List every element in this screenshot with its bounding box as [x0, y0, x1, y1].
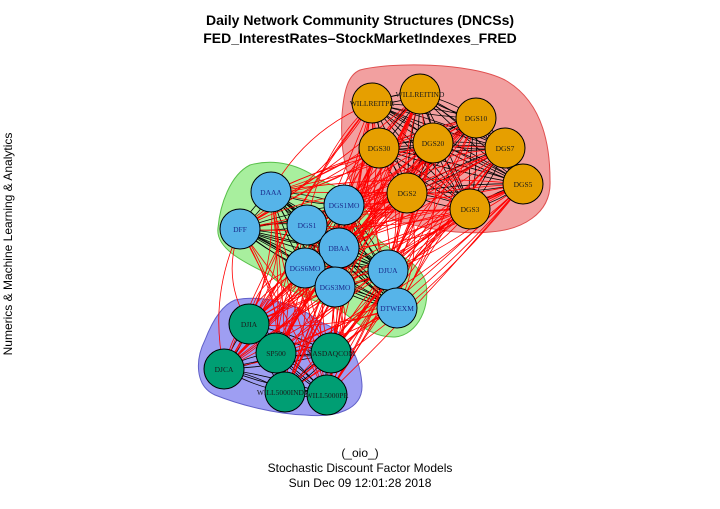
node-label: WILLREITIND	[396, 90, 445, 99]
node-djua[interactable]: DJUA	[367, 249, 409, 291]
node-circle	[502, 163, 544, 205]
node-label: DGS6MO	[290, 264, 321, 273]
node-label: DJIA	[241, 320, 258, 329]
node-dgs6mo[interactable]: DGS6MO	[284, 247, 326, 289]
edge-cross-DGS5-DGS3MO	[334, 183, 524, 288]
node-label: DJUA	[378, 266, 398, 275]
node-will5000indfc[interactable]: WILL5000INDFC	[257, 371, 313, 413]
node-circle	[255, 332, 297, 374]
node-circle	[250, 171, 292, 213]
node-label: DGS20	[422, 139, 445, 148]
node-dgs3mo[interactable]: DGS3MO	[314, 266, 356, 308]
node-label: NASDAQCOM	[307, 349, 356, 358]
node-dgs2[interactable]: DGS2	[386, 172, 428, 214]
footer-timestamp: Sun Dec 09 12:01:28 2018	[288, 476, 432, 490]
edge-cross-DGS5-NASDAQCOM	[330, 183, 524, 354]
node-label: DGS30	[368, 144, 391, 153]
node-circle	[386, 172, 428, 214]
node-circle	[412, 122, 454, 164]
edge-cross-DJUA-DJCA	[223, 269, 389, 370]
node-circle	[306, 374, 348, 416]
node-circle	[455, 97, 497, 139]
node-label: DGS10	[465, 114, 488, 123]
node-circle	[351, 82, 393, 124]
node-circle	[358, 127, 400, 169]
node-circle	[284, 247, 326, 289]
footer-mark: (_oio_)	[341, 446, 379, 460]
node-circle	[203, 348, 245, 390]
node-dff[interactable]: DFF	[219, 208, 261, 250]
chart-subtitle: FED_InterestRates–StockMarketIndexes_FRE…	[203, 30, 517, 46]
node-circle	[314, 266, 356, 308]
node-dgs7[interactable]: DGS7	[484, 127, 526, 169]
node-label: SP500	[266, 349, 286, 358]
edge-cross-DGS10-DBAA	[338, 117, 477, 249]
node-label: DGS5	[514, 180, 533, 189]
node-label: DGS1MO	[329, 201, 360, 210]
node-circle	[376, 287, 418, 329]
node-label: DGS3MO	[320, 283, 351, 292]
node-djia[interactable]: DJIA	[228, 303, 270, 345]
edge-cross-DGS2-WILL5000PR	[326, 192, 408, 396]
node-label: WILL5000PR	[306, 391, 349, 400]
node-willreitind[interactable]: WILLREITIND	[396, 73, 445, 115]
node-dtwexm[interactable]: DTWEXM	[376, 287, 418, 329]
node-label: DGS7	[496, 144, 515, 153]
node-sp500[interactable]: SP500	[255, 332, 297, 374]
node-label: DTWEXM	[380, 304, 414, 313]
node-willreitpr[interactable]: WILLREITPR	[350, 82, 395, 124]
node-dgs1[interactable]: DGS1	[286, 204, 328, 246]
edge-cross-DGS5-DGS1MO	[343, 183, 524, 206]
edge-cross-DFF-WILL5000PR	[239, 228, 328, 396]
node-circle	[219, 208, 261, 250]
node-label: DGS2	[398, 189, 417, 198]
node-will5000pr[interactable]: WILL5000PR	[306, 374, 349, 416]
node-circle	[228, 303, 270, 345]
node-label: DGS1	[298, 221, 317, 230]
node-label: DBAA	[328, 244, 350, 253]
node-dbaa[interactable]: DBAA	[318, 227, 360, 269]
node-circle	[449, 188, 491, 230]
node-label: WILLREITPR	[350, 99, 395, 108]
edge-cross-DGS5-WILL5000PR	[326, 183, 524, 396]
node-circle	[264, 371, 306, 413]
footer-model: Stochastic Discount Factor Models	[267, 461, 453, 475]
side-axis-label: Numerics & Machine Learning & Analytics	[1, 132, 15, 356]
node-dgs10[interactable]: DGS10	[455, 97, 497, 139]
node-circle	[399, 73, 441, 115]
node-circle	[484, 127, 526, 169]
node-dgs30[interactable]: DGS30	[358, 127, 400, 169]
node-label: DJCA	[215, 365, 234, 374]
node-dgs20[interactable]: DGS20	[412, 122, 454, 164]
edge-cross-WILLREITIND-DAAA	[270, 93, 421, 193]
node-circle	[323, 184, 365, 226]
node-circle	[310, 332, 352, 374]
chart-title: Daily Network Community Structures (DNCS…	[205, 12, 515, 28]
node-label: WILL5000INDFC	[257, 388, 313, 397]
node-dgs3[interactable]: DGS3	[449, 188, 491, 230]
edge-cross-WILLREITIND-DFF	[239, 93, 421, 230]
node-nasdaqcom[interactable]: NASDAQCOM	[307, 332, 356, 374]
node-djca[interactable]: DJCA	[203, 348, 245, 390]
node-daaa[interactable]: DAAA	[250, 171, 292, 213]
node-label: DFF	[233, 225, 247, 234]
node-circle	[286, 204, 328, 246]
node-dgs1mo[interactable]: DGS1MO	[323, 184, 365, 226]
node-dgs5[interactable]: DGS5	[502, 163, 544, 205]
edge-cross-DGS1MO-DJCA	[223, 204, 345, 370]
edge-cross-DAAA-WILL5000PR	[270, 191, 328, 396]
node-label: DAAA	[260, 188, 282, 197]
node-label: DGS3	[461, 205, 480, 214]
edge-cross-DGS1-WILL5000PR	[306, 224, 335, 396]
edge-cross-DGS3-WILL5000INDFC	[284, 208, 471, 393]
